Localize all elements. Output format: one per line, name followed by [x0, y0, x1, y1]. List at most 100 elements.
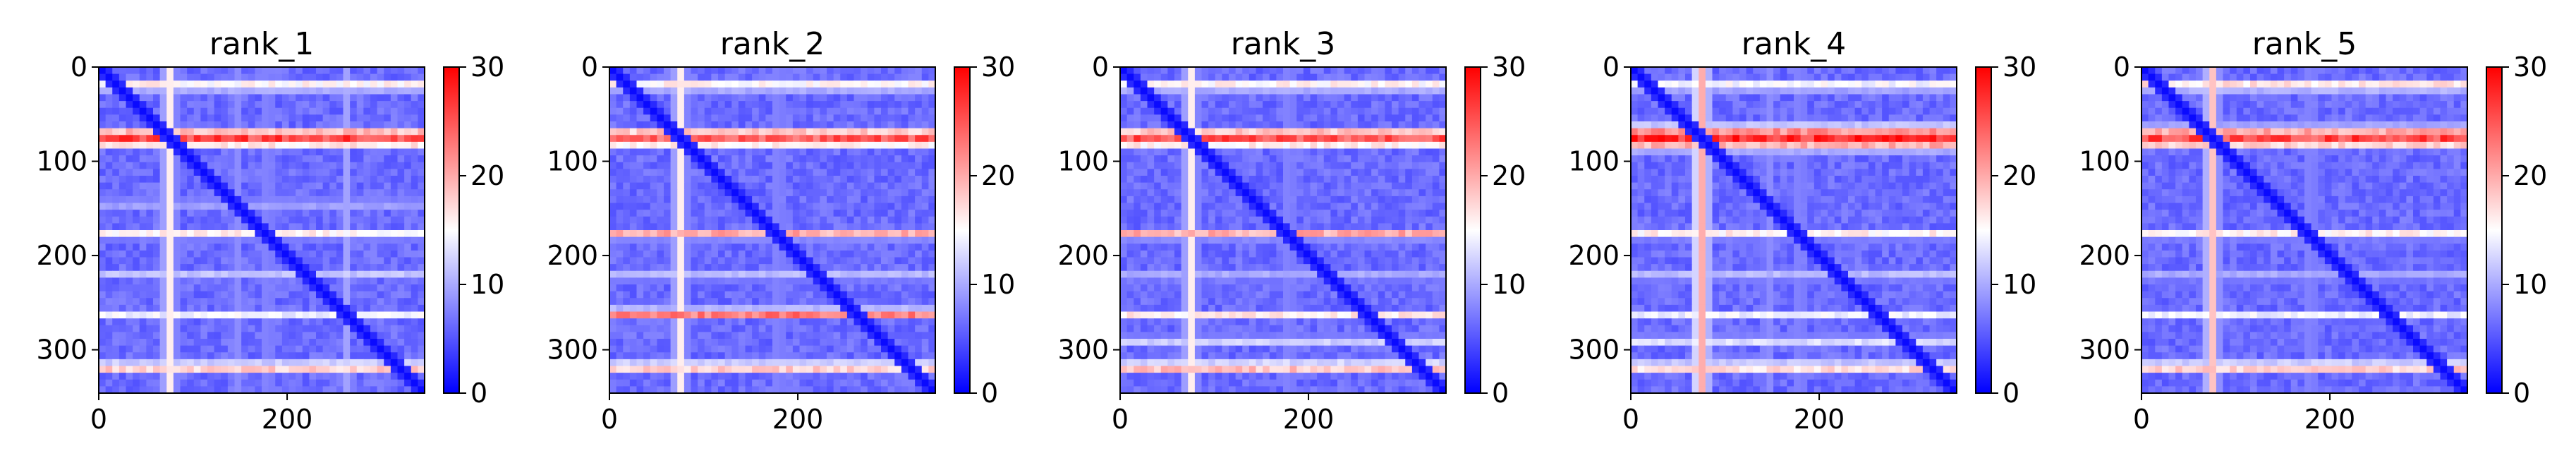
heatmap-cell [296, 223, 303, 231]
heatmap-cell [650, 257, 657, 265]
heatmap-cell [418, 352, 425, 360]
heatmap-cell [643, 230, 651, 238]
heatmap-cell [724, 339, 732, 347]
heatmap-cell [664, 203, 672, 210]
heatmap-cell [411, 135, 418, 143]
heatmap-cell [650, 236, 657, 244]
heatmap-cell [281, 352, 290, 360]
heatmap-cell [724, 386, 732, 394]
heatmap-cell [724, 169, 732, 176]
heatmap-cell [1188, 101, 1196, 109]
heatmap-cell [1126, 107, 1134, 115]
heatmap-cell [356, 386, 364, 394]
heatmap-cell [779, 196, 786, 204]
heatmap-cell [255, 243, 262, 251]
heatmap-cell [650, 203, 657, 210]
heatmap-cell [806, 236, 814, 244]
heatmap-cell [1418, 94, 1426, 102]
heatmap-cell [227, 94, 236, 102]
heatmap-cell [343, 121, 351, 129]
heatmap-cell [711, 332, 719, 339]
heatmap-cell [193, 210, 201, 217]
heatmap-cell [908, 135, 916, 143]
heatmap-cell [146, 345, 154, 353]
heatmap-cell [166, 128, 174, 136]
heatmap-cell [356, 325, 364, 332]
heatmap-cell [718, 148, 726, 156]
heatmap-cell [200, 94, 208, 102]
heatmap-cell [363, 223, 371, 231]
heatmap-cell [1337, 94, 1345, 102]
heatmap-cell [384, 203, 391, 210]
heatmap-cell [268, 223, 276, 231]
heatmap-cell [677, 94, 685, 102]
heatmap-cell [664, 243, 672, 251]
heatmap-cell [153, 196, 161, 204]
heatmap-cell [718, 162, 726, 169]
heatmap-cell [650, 121, 657, 129]
heatmap-cell [799, 223, 807, 231]
heatmap-cell [786, 291, 794, 299]
heatmap-cell [384, 236, 391, 244]
heatmap-cell [840, 339, 848, 347]
heatmap-cell [1160, 87, 1168, 95]
heatmap-cell [187, 291, 195, 299]
heatmap-cell [738, 270, 746, 278]
heatmap-cell [316, 73, 324, 81]
heatmap-cell [350, 162, 358, 169]
heatmap-cell [1181, 80, 1189, 88]
heatmap-cell [650, 141, 657, 150]
heatmap-cell [126, 298, 133, 306]
heatmap-cell [833, 277, 841, 285]
heatmap-cell [867, 257, 875, 265]
heatmap-cell [166, 80, 174, 88]
heatmap-cell [833, 141, 841, 150]
heatmap-cell [616, 257, 624, 265]
heatmap-cell [921, 162, 929, 169]
heatmap-cell [731, 339, 739, 347]
heatmap-cell [166, 169, 174, 176]
heatmap-cell [363, 155, 371, 163]
heatmap-cell [1405, 101, 1413, 109]
heatmap-cell [227, 203, 236, 210]
heatmap-cell [166, 216, 174, 224]
heatmap-cell [840, 352, 848, 360]
heatmap-cell [214, 135, 221, 143]
heatmap-cell [99, 379, 107, 387]
heatmap-cell [813, 80, 820, 88]
heatmap-cell [309, 162, 317, 169]
heatmap-cell [664, 277, 672, 285]
heatmap-cell [623, 141, 631, 150]
heatmap-cell [356, 230, 364, 238]
heatmap-cell [623, 114, 631, 122]
heatmap-cell [1392, 101, 1399, 109]
heatmap-cell [411, 162, 418, 169]
heatmap-cell [275, 284, 283, 292]
heatmap-cell [316, 359, 324, 367]
heatmap-cell [227, 236, 236, 244]
heatmap-cell [827, 162, 834, 169]
heatmap-cell [1235, 67, 1243, 75]
heatmap-cell [322, 325, 330, 332]
heatmap-cell [112, 366, 120, 373]
heatmap-cell [827, 121, 834, 129]
heatmap-cell [698, 223, 705, 231]
heatmap-cell [112, 128, 120, 136]
heatmap-cell [738, 352, 746, 360]
heatmap-cell [901, 223, 909, 231]
heatmap-cell [636, 148, 644, 156]
heatmap-cell [691, 148, 698, 156]
heatmap-cell [1147, 94, 1155, 102]
heatmap-cell [309, 80, 317, 88]
heatmap-cell [894, 277, 902, 285]
heatmap-cell [650, 196, 657, 204]
heatmap-cell [200, 243, 208, 251]
heatmap-cell [322, 386, 330, 394]
heatmap-cell [281, 325, 290, 332]
heatmap-cell [704, 114, 712, 122]
heatmap-cell [397, 298, 405, 306]
heatmap-cell [731, 114, 739, 122]
heatmap-cell [221, 379, 229, 387]
heatmap-cell [738, 277, 746, 285]
heatmap-cell [411, 284, 418, 292]
